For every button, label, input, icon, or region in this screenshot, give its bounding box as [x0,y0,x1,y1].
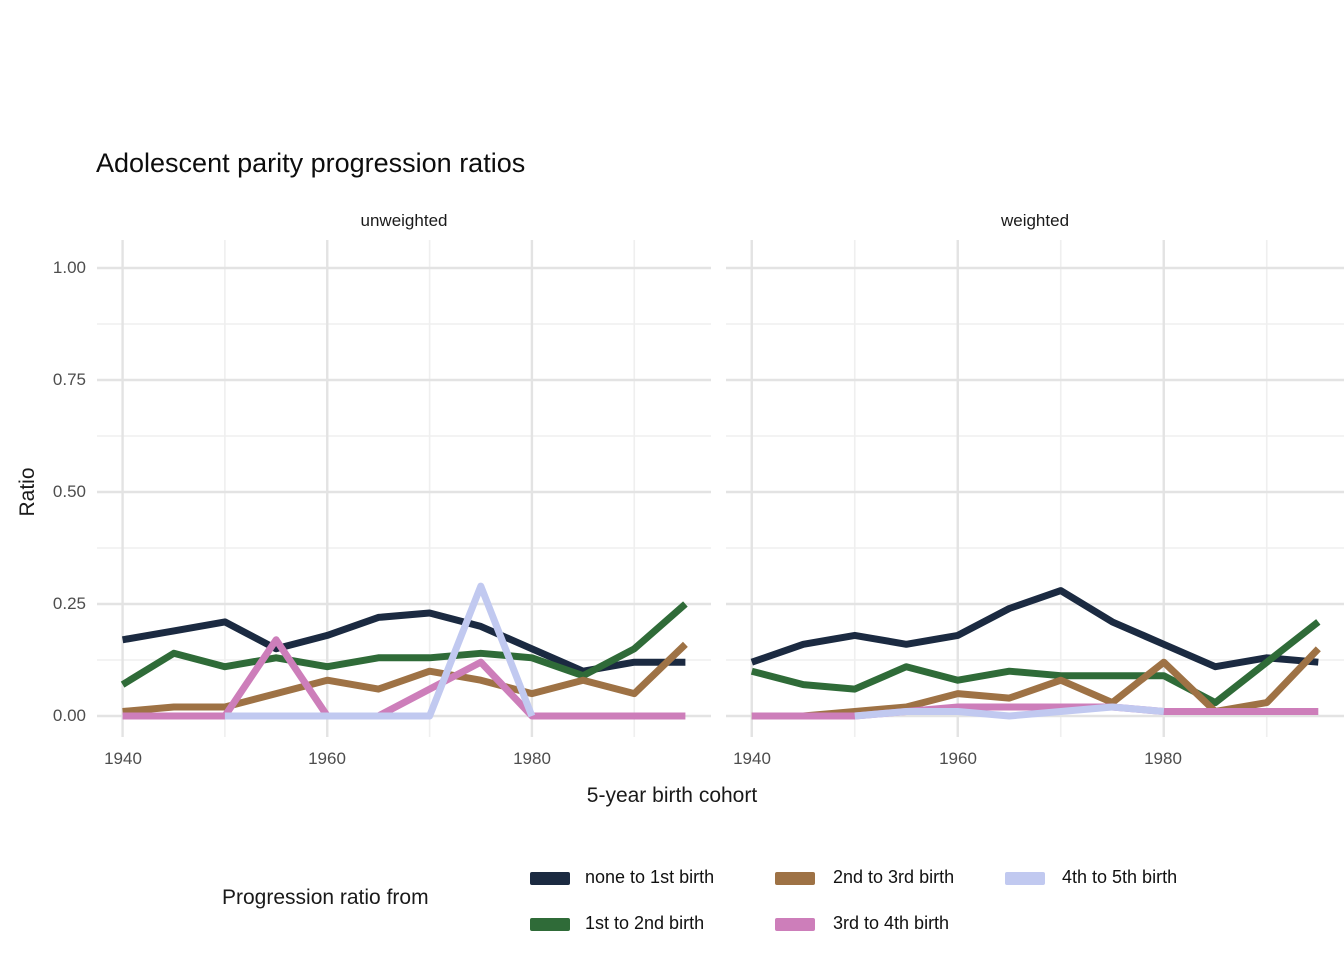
legend-swatch [1005,872,1045,885]
legend-key-none-to-1st [530,872,570,885]
legend-item-4th-to-5th: 4th to 5th birth [1062,867,1178,887]
x-tick-label: 1940 [733,749,771,768]
series-line-1st-to-2nd-birth [750,619,1321,707]
facet-panel-weighted [726,240,1344,737]
y-axis-title: Ratio [16,467,39,517]
x-tick-label: 1960 [939,749,977,768]
series-line-none-to-1st-birth [750,587,1319,671]
legend-swatch [530,872,570,885]
legend-title: Progression ratio from [222,886,429,909]
legend-key-4th-to-5th [1005,872,1045,885]
series-line-3rd-to-4th-birth [751,703,1319,720]
x-tick-label: 1980 [513,749,551,768]
series-line-2nd-to-3rd-birth [122,641,688,715]
legend-item-3rd-to-4th: 3rd to 4th birth [833,913,950,933]
x-axis-title: 5-year birth cohort [586,784,758,807]
y-tick-label: 0.75 [52,370,86,389]
facet-panel-unweighted [97,240,711,737]
x-tick-label: 1980 [1144,749,1182,768]
legend-key-1st-to-2nd [530,918,570,931]
series-line-4th-to-5th-birth [224,582,536,720]
x-tick-label: 1940 [104,749,142,768]
legend-item-1st-to-2nd: 1st to 2nd birth [585,913,705,933]
legend-item-2nd-to-3rd: 2nd to 3rd birth [833,867,955,887]
y-tick-label: 0.50 [52,482,86,501]
series-line-4th-to-5th-birth [854,703,1165,720]
legend-key-2nd-to-3rd [775,872,815,885]
y-tick-label: 0.25 [52,594,86,613]
facet-strip-weighted: weighted [1000,211,1070,230]
legend-swatch [530,918,570,931]
legend-item-none-to-1st: none to 1st birth [585,867,715,887]
facet-strip-unweighted: unweighted [360,211,448,230]
x-tick-label: 1960 [308,749,346,768]
legend-swatch [775,918,815,931]
y-tick-label: 0.00 [52,706,86,725]
legend-swatch [775,872,815,885]
series-line-1st-to-2nd-birth [120,601,688,688]
page-title: Adolescent parity progression ratios [96,148,526,178]
series-line-3rd-to-4th-birth [122,636,686,720]
legend-key-3rd-to-4th [775,918,815,931]
y-tick-label: 1.00 [52,258,86,277]
